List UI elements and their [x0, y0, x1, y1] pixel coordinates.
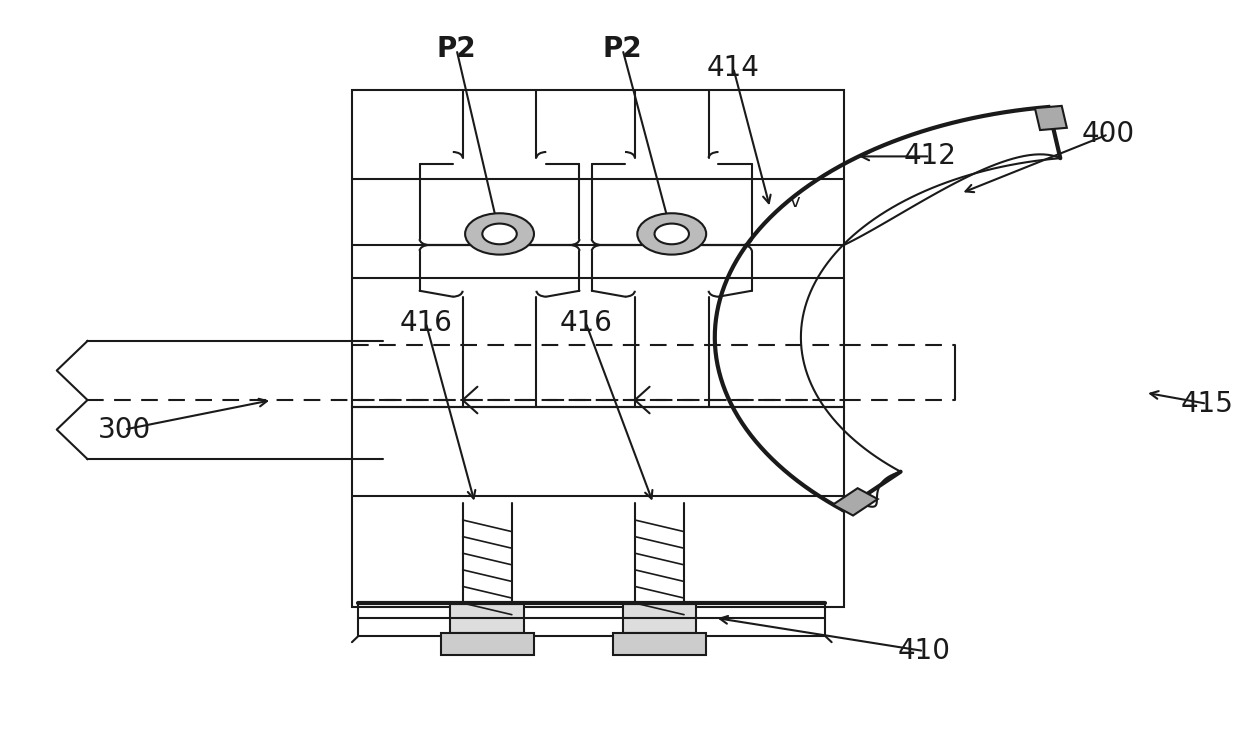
- Text: 416: 416: [559, 308, 613, 336]
- Bar: [613, 633, 707, 655]
- Text: P2: P2: [603, 36, 642, 64]
- Text: 300: 300: [98, 416, 151, 444]
- Bar: [440, 633, 534, 655]
- Text: 416: 416: [399, 308, 453, 336]
- Text: 400: 400: [1081, 120, 1135, 148]
- Bar: [352, 408, 844, 607]
- Bar: [622, 603, 697, 633]
- Text: P2: P2: [436, 36, 476, 64]
- Text: 415: 415: [1180, 390, 1234, 418]
- Bar: [352, 90, 844, 408]
- Polygon shape: [833, 488, 878, 516]
- Bar: [358, 603, 826, 637]
- Circle shape: [465, 213, 534, 255]
- Circle shape: [637, 213, 707, 255]
- Text: 410: 410: [898, 637, 950, 665]
- Bar: [450, 603, 525, 633]
- Circle shape: [655, 224, 689, 245]
- Text: 412: 412: [904, 142, 956, 170]
- Polygon shape: [1035, 106, 1066, 130]
- Circle shape: [482, 224, 517, 245]
- Text: v: v: [790, 193, 800, 211]
- Text: 414: 414: [707, 54, 760, 82]
